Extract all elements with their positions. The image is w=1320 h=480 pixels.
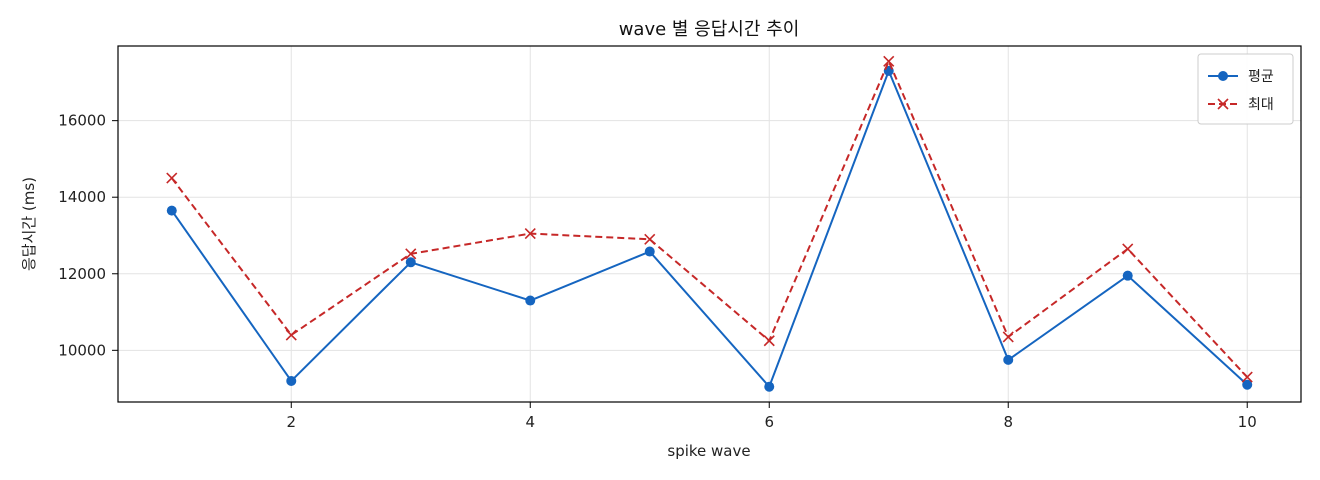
series-layer: [166, 55, 1253, 392]
x-tick-label: 6: [764, 413, 774, 431]
data-point: [166, 172, 178, 184]
data-point: [764, 381, 775, 392]
legend-label: 평균: [1248, 69, 1274, 85]
data-point: [644, 233, 656, 245]
data-point: [285, 329, 297, 341]
series-2: [166, 55, 1253, 383]
y-axis-label: 응답시간 (ms): [20, 177, 38, 271]
legend-label: 최대: [1248, 97, 1274, 113]
legend-item: 평균: [1208, 69, 1274, 85]
data-point: [1002, 331, 1014, 343]
series-line: [170, 60, 1248, 378]
data-point: [524, 228, 536, 240]
legend-marker: [1217, 98, 1229, 110]
data-point: [883, 55, 895, 67]
data-point: [1241, 371, 1253, 383]
y-tick-label: 16000: [58, 112, 106, 130]
data-point: [1122, 243, 1134, 255]
plot-frame: [117, 45, 1302, 403]
legend-item: 최대: [1208, 97, 1274, 113]
data-point: [525, 295, 536, 306]
x-tick-label: 2: [286, 413, 296, 431]
series-line: [170, 69, 1248, 388]
data-point: [644, 246, 655, 257]
chart-title: wave 별 응답시간 추이: [619, 19, 800, 40]
data-point: [1003, 354, 1014, 365]
grid: [118, 46, 1301, 402]
y-tick-label: 12000: [58, 265, 106, 283]
data-point: [405, 248, 417, 260]
x-tick-label: 4: [525, 413, 535, 431]
x-tick-label: 8: [1003, 413, 1013, 431]
legend-marker: [1218, 71, 1228, 81]
x-tick-label: 10: [1238, 413, 1257, 431]
data-point: [1122, 270, 1133, 281]
data-point: [286, 375, 297, 386]
legend-box: [1197, 53, 1294, 125]
y-tick-label: 10000: [58, 341, 106, 359]
y-tick-label: 14000: [58, 188, 106, 206]
series-1: [166, 65, 1253, 392]
data-point: [763, 335, 775, 347]
data-point: [1242, 379, 1253, 390]
ticks: 2 4 6 8 10 10000 12000 14000 16000: [58, 112, 1256, 431]
x-axis-label: spike wave: [667, 442, 750, 460]
data-point: [166, 205, 177, 216]
data-point: [405, 257, 416, 268]
